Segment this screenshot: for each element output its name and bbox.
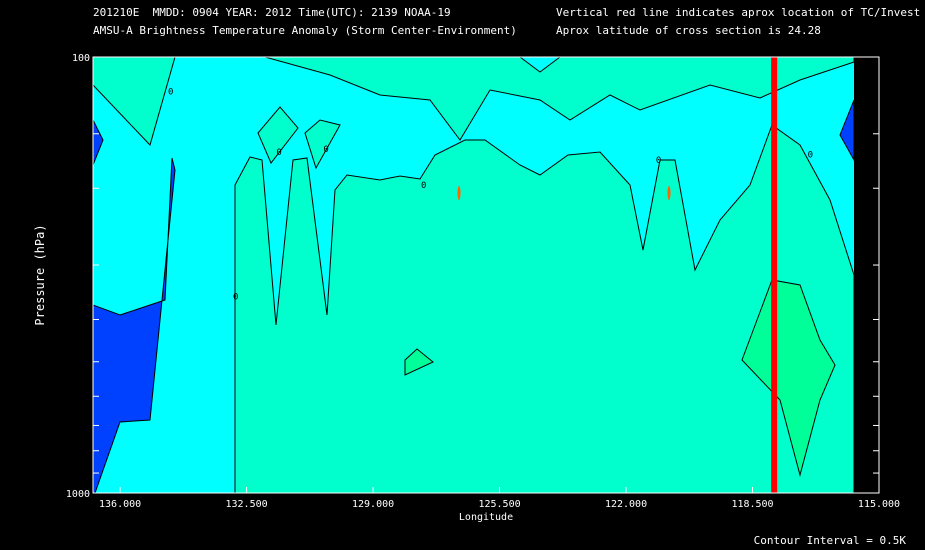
x-tick-label: 129.000 [352, 499, 394, 510]
plot-frame [92, 56, 880, 494]
orange-speck-2 [667, 186, 671, 200]
x-tick-label: 118.500 [731, 499, 773, 510]
x-tick-label: 132.500 [226, 499, 268, 510]
contour-label: 0 [323, 145, 328, 155]
tc-location-line [771, 57, 778, 493]
header-line1-left: 201210E MMDD: 0904 YEAR: 2012 Time(UTC):… [93, 6, 451, 19]
y-axis-label: Pressure (hPa) [33, 224, 47, 325]
aquamarine-island-1 [257, 106, 299, 164]
contour-label: 0 [276, 148, 281, 158]
contour-label: 0 [808, 150, 813, 160]
dark-blue-left-top [93, 119, 104, 166]
header-line2-left: AMSU-A Brightness Temperature Anomaly (S… [93, 24, 517, 37]
x-tick-label: 136.000 [99, 499, 141, 510]
green-core-2 [741, 279, 836, 477]
contour-label: 0 [421, 181, 426, 191]
x-tick-label: 115.000 [858, 499, 900, 510]
y-tick-label: 1000 [66, 489, 90, 500]
contour-label: 0 [168, 88, 173, 98]
y-axis-ticks: 100 1000 [66, 53, 879, 500]
y-tick-label: 100 [72, 53, 90, 64]
contour-fill-layer [93, 57, 879, 493]
aquamarine-upper-region [93, 57, 176, 146]
x-tick-label: 122.000 [605, 499, 647, 510]
header-line1-right: Vertical red line indicates aprox locati… [556, 6, 921, 19]
x-tick-label: 125.500 [478, 499, 520, 510]
contour-label: 0 [656, 156, 661, 166]
x-axis-ticks: 136.000 132.500 129.000 125.500 122.000 118.5… [99, 487, 900, 510]
x-axis-label: Longitude [459, 512, 513, 523]
contour-interval-label: Contour Interval = 0.5K [754, 534, 907, 547]
dark-blue-right-top [839, 99, 855, 162]
tc-line-layer [771, 57, 778, 493]
aquamarine-main-region [234, 124, 855, 493]
no-data-strip [854, 57, 879, 493]
aquamarine-island-2 [304, 119, 341, 170]
header-line2-right: Aprox latitude of cross section is 24.28 [556, 24, 821, 37]
dark-blue-left-region [93, 157, 176, 493]
green-core-1 [404, 348, 434, 376]
contour-labels: 0 0 0 0 0 0 0 [168, 88, 813, 303]
contour-label: 0 [233, 293, 238, 303]
orange-speck-1 [457, 186, 461, 200]
aquamarine-top-band [264, 57, 855, 141]
